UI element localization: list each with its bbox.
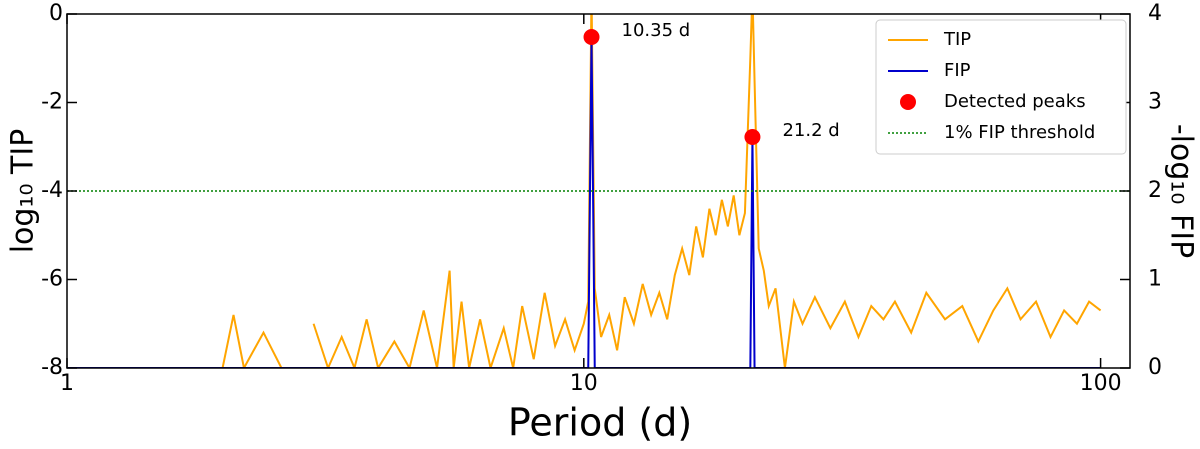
legend-box: [875, 19, 1127, 155]
peak-marker: [583, 29, 600, 46]
x-tick-label: 1: [60, 371, 74, 396]
y2-axis-label: -log₁₀ FIP: [1164, 124, 1199, 258]
y-tick-label: -8: [41, 355, 63, 380]
y2-tick-label: 0: [1148, 355, 1162, 380]
peak-marker: [744, 129, 761, 146]
x-tick-label: 10: [570, 371, 598, 396]
y2-tick-label: 3: [1148, 90, 1162, 115]
peak-label: 10.35 d: [622, 20, 691, 41]
series-line: [221, 314, 283, 368]
y2-tick-label: 4: [1148, 1, 1162, 26]
y-tick-label: -6: [41, 267, 63, 292]
legend-marker: [900, 94, 916, 110]
series-line: [67, 37, 1101, 368]
y-tick-label: -2: [41, 90, 63, 115]
x-axis-label: Period (d): [508, 401, 692, 445]
legend-label: FIP: [944, 60, 971, 81]
x-tick-label: 100: [1080, 371, 1122, 396]
y2-tick-label: 2: [1148, 178, 1162, 203]
series-line: [312, 14, 1102, 368]
legend-label: TIP: [943, 29, 971, 50]
y2-tick-label: 1: [1148, 267, 1162, 292]
legend: TIP FIP Detected peaks 1% FIP threshold: [875, 19, 1127, 155]
plot-area: [67, 14, 1130, 368]
y-axis-label: log₁₀ TIP: [6, 129, 41, 254]
legend-label: Detected peaks: [944, 91, 1086, 112]
legend-label: 1% FIP threshold: [944, 122, 1095, 143]
y-tick-label: 0: [49, 1, 63, 26]
y-tick-label: -4: [41, 178, 63, 203]
peak-label: 21.2 d: [782, 120, 839, 141]
